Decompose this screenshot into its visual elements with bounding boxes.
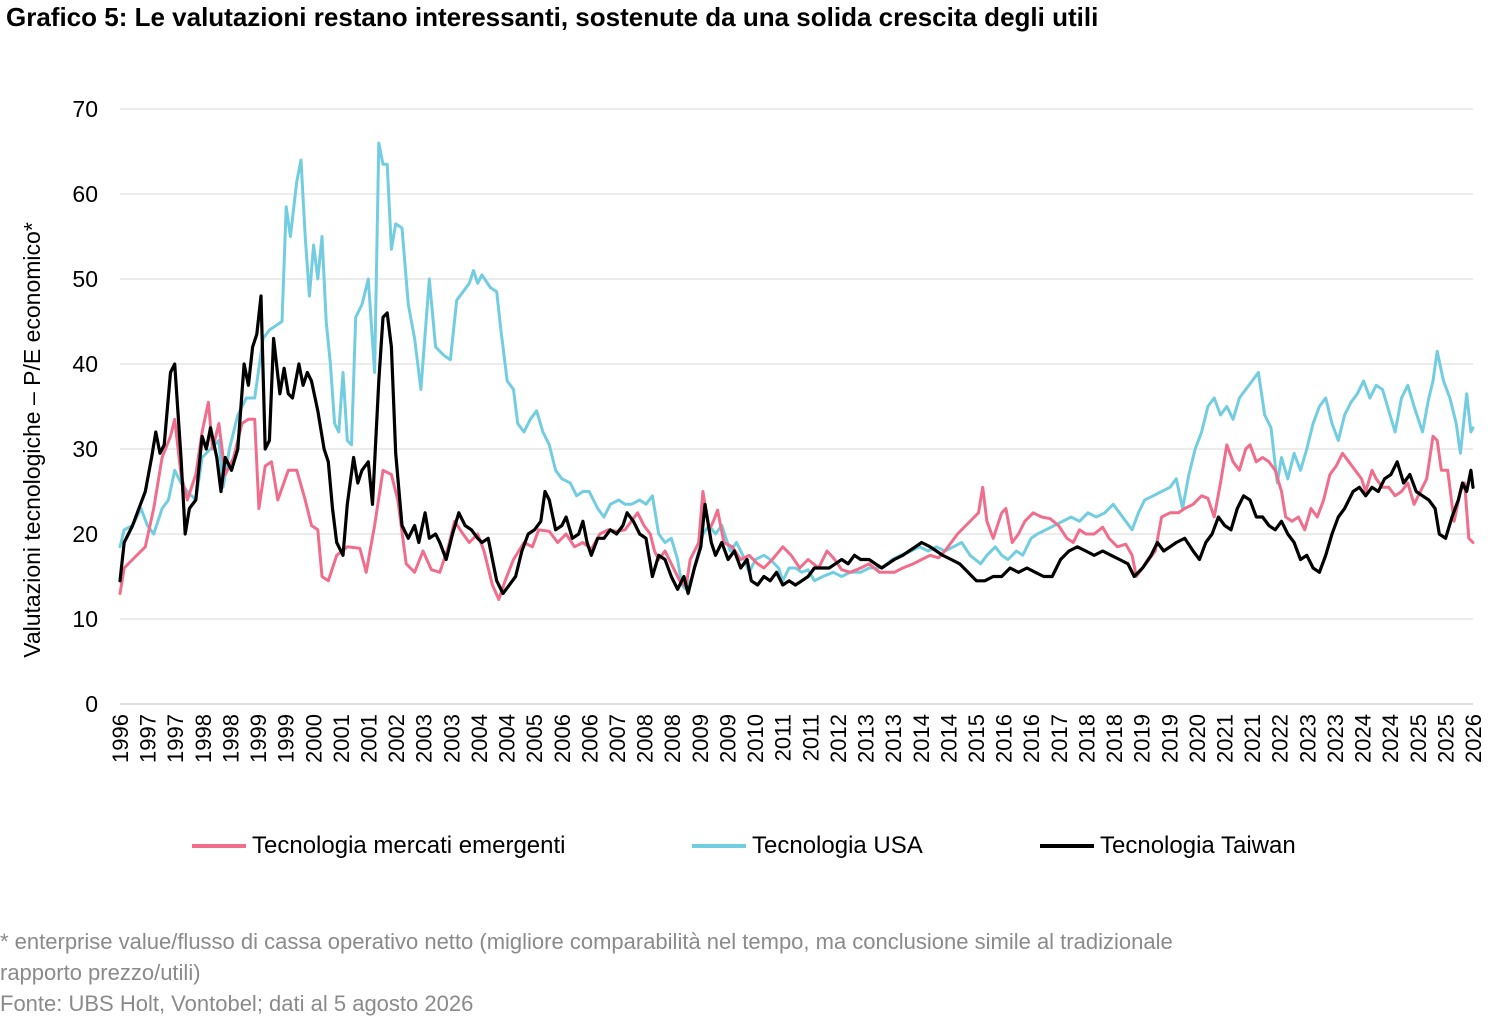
x-tick-label: 2003 xyxy=(412,714,437,763)
x-tick-label: 2002 xyxy=(384,714,409,763)
legend-label: Tecnologia Taiwan xyxy=(1100,832,1296,859)
legend-swatch xyxy=(1040,844,1094,848)
x-tick-label: 2000 xyxy=(301,714,326,763)
x-tick-label: 1996 xyxy=(108,714,133,763)
x-tick-label: 1997 xyxy=(136,714,161,763)
x-tick-label: 2021 xyxy=(1212,714,1237,763)
y-tick-label: 0 xyxy=(85,691,98,717)
x-tick-label: 2008 xyxy=(633,714,658,763)
x-tick-label: 2003 xyxy=(439,714,464,763)
y-tick-label: 70 xyxy=(72,96,98,122)
x-tick-label: 2013 xyxy=(881,714,906,763)
legend-item: Tecnologia Taiwan xyxy=(1040,826,1296,866)
y-tick-label: 10 xyxy=(72,606,98,632)
y-tick-label: 60 xyxy=(72,181,98,207)
x-tick-label: 2019 xyxy=(1130,714,1155,763)
x-tick-label: 2004 xyxy=(467,714,492,763)
x-tick-label: 2024 xyxy=(1351,714,1376,763)
x-tick-label: 2001 xyxy=(357,714,382,763)
y-tick-label: 40 xyxy=(72,351,98,377)
x-tick-label: 2025 xyxy=(1433,714,1458,763)
x-tick-label: 2013 xyxy=(854,714,879,763)
x-tick-label: 2007 xyxy=(605,714,630,763)
x-tick-label: 1997 xyxy=(163,714,188,763)
series-lines xyxy=(118,141,1475,601)
x-tick-label: 2009 xyxy=(688,714,713,763)
source-note: Fonte: UBS Holt, Vontobel; dati al 5 ago… xyxy=(0,991,474,1016)
x-tick-label: 2004 xyxy=(495,714,520,763)
legend-swatch xyxy=(192,844,246,848)
x-tick-label: 1999 xyxy=(246,714,271,763)
legend-item: Tecnologia USA xyxy=(692,826,923,866)
footnote-line-1: * enterprise value/flusso di cassa opera… xyxy=(0,929,1173,954)
x-tick-label: 2022 xyxy=(1268,714,1293,763)
x-tick-label: 2009 xyxy=(715,714,740,763)
x-tick-label: 2021 xyxy=(1240,714,1265,763)
chart-title: Grafico 5: Le valutazioni restano intere… xyxy=(6,2,1099,32)
series-line-tecnologia-taiwan xyxy=(118,294,1475,596)
x-tick-label: 2026 xyxy=(1461,714,1486,763)
x-tick-label: 2010 xyxy=(743,714,768,763)
x-axis-ticks: 1996 1997 1997 1998 1998 1999 1999 2000 2001 2001… xyxy=(108,714,1486,763)
legend-item: Tecnologia mercati emergenti xyxy=(192,826,566,866)
legend-label: Tecnologia USA xyxy=(752,832,923,859)
x-tick-label: 2001 xyxy=(329,714,354,763)
x-tick-label: 2016 xyxy=(1019,714,1044,763)
x-tick-label: 2016 xyxy=(992,714,1017,763)
legend-swatch xyxy=(692,844,746,848)
x-tick-label: 2018 xyxy=(1074,714,1099,763)
series-line-tecnologia-mercati-emergenti xyxy=(118,400,1475,601)
x-tick-label: 2012 xyxy=(826,714,851,763)
x-tick-label: 2006 xyxy=(550,714,575,763)
x-tick-label: 2023 xyxy=(1295,714,1320,763)
x-tick-label: 2014 xyxy=(909,714,934,763)
x-tick-label: 2019 xyxy=(1157,714,1182,763)
x-tick-label: 2017 xyxy=(1047,714,1072,763)
x-tick-label: 1998 xyxy=(218,714,243,763)
y-tick-label: 50 xyxy=(72,266,98,292)
x-tick-label: 2011 xyxy=(798,714,823,761)
y-tick-label: 30 xyxy=(72,436,98,462)
x-tick-label: 2015 xyxy=(964,714,989,763)
footnote: * enterprise value/flusso di cassa opera… xyxy=(0,926,1490,1019)
x-tick-label: 2018 xyxy=(1102,714,1127,763)
x-tick-label: 1999 xyxy=(274,714,299,763)
y-tick-label: 20 xyxy=(72,521,98,547)
x-tick-label: 2020 xyxy=(1185,714,1210,763)
x-tick-label: 2025 xyxy=(1406,714,1431,763)
x-tick-label: 2006 xyxy=(577,714,602,763)
legend: Tecnologia mercati emergenti Tecnologia U… xyxy=(0,826,1500,866)
x-tick-label: 2014 xyxy=(936,714,961,763)
x-tick-label: 2005 xyxy=(522,714,547,763)
series-line-tecnologia-usa xyxy=(118,141,1475,591)
x-tick-label: 2023 xyxy=(1323,714,1348,763)
x-tick-label: 2008 xyxy=(660,714,685,763)
x-tick-label: 2024 xyxy=(1378,714,1403,763)
legend-label: Tecnologia mercati emergenti xyxy=(252,832,566,859)
gridlines xyxy=(120,108,1473,705)
x-tick-label: 1998 xyxy=(191,714,216,763)
y-axis-label: Valutazioni tecnologiche – P/E economico… xyxy=(19,222,45,658)
footnote-line-2: rapporto prezzo/utili) xyxy=(0,960,201,985)
y-axis-ticks: 0 10 20 30 40 50 60 70 xyxy=(72,96,98,717)
x-tick-label: 2011 xyxy=(771,714,796,761)
